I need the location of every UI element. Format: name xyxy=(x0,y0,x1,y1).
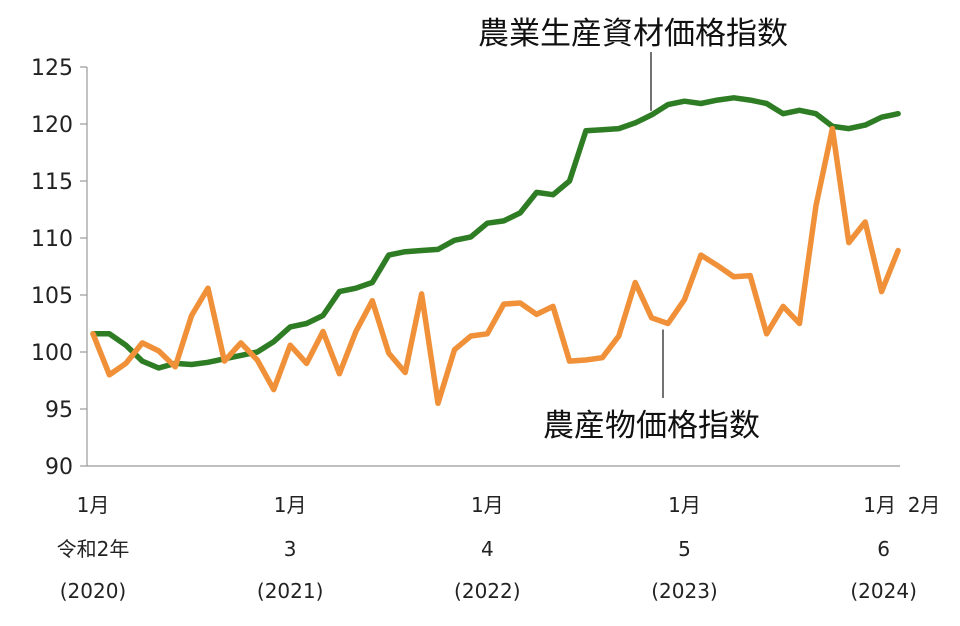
series-lines xyxy=(90,95,901,407)
x-tick-year-ad-label: (2021) xyxy=(257,579,324,603)
series-label-input-price-index: 農業生産資材価格指数 xyxy=(478,16,788,52)
x-tick-month-label: 1月 xyxy=(863,493,896,517)
x-tick-month-label: 1月 xyxy=(471,493,504,517)
x-tick-year-label: 6 xyxy=(877,537,890,561)
x-tick-year-ad-label: (2023) xyxy=(651,579,718,603)
x-tick-year-label: 令和2年 xyxy=(57,537,130,561)
x-tick-year-label: 3 xyxy=(284,537,297,561)
series-line-output-price-index xyxy=(90,125,901,407)
y-tick-label: 90 xyxy=(45,455,73,480)
y-tick-label: 110 xyxy=(31,227,73,252)
x-tick-month-label: 1月 xyxy=(77,493,110,517)
x-tick-month-label: 1月 xyxy=(274,493,307,517)
y-axis: 90 95 100 105 110 115 120 125 xyxy=(31,56,88,480)
x-tick-year-ad-label: (2024) xyxy=(850,579,917,603)
y-tick-label: 100 xyxy=(31,341,73,366)
y-tick-label: 125 xyxy=(31,56,73,81)
series-line-input-price-index xyxy=(90,95,901,371)
x-tick-month-label: 2月 xyxy=(908,493,941,517)
x-tick-year-label: 5 xyxy=(678,537,691,561)
series-label-output-price-index: 農産物価格指数 xyxy=(543,408,760,444)
x-tick-year-ad-label: (2020) xyxy=(60,579,127,603)
y-tick-label: 120 xyxy=(31,113,73,138)
y-tick-label: 115 xyxy=(31,170,73,195)
x-tick-year-ad-label: (2022) xyxy=(454,579,521,603)
y-tick-label: 105 xyxy=(31,284,73,309)
y-tick-label: 95 xyxy=(45,398,73,423)
x-tick-year-label: 4 xyxy=(481,537,494,561)
x-tick-month-label: 1月 xyxy=(668,493,701,517)
